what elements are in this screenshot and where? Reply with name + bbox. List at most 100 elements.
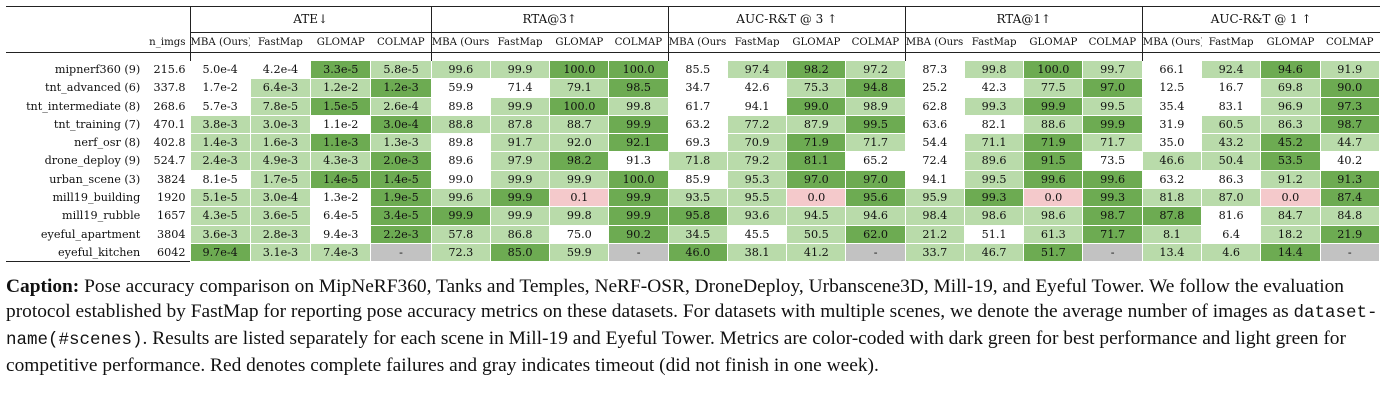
metric-cell: 97.0: [786, 169, 847, 190]
metric-cell: 98.7: [1319, 114, 1381, 135]
method-header: MBA (Ours): [904, 32, 965, 53]
metric-cell: 35.4: [1141, 96, 1203, 116]
caption: Caption: Pose accuracy comparison on Mip…: [6, 274, 1378, 378]
metric-cell: 57.8: [430, 224, 491, 244]
metric-cell: 91.3: [608, 151, 669, 171]
metric-cell: 87.0: [1201, 188, 1262, 208]
metric-cell: 51.1: [963, 224, 1025, 244]
caption-label: Caption:: [6, 276, 80, 297]
metric-cell: 89.6: [963, 151, 1025, 171]
metric-cell: 50.5: [786, 224, 847, 244]
metric-cell: 75.3: [786, 78, 847, 98]
metric-cell: 99.3: [963, 96, 1025, 116]
image-count: 470.1: [153, 117, 186, 131]
metric-cell: 70.9: [726, 133, 788, 153]
metric-cell: 98.6: [963, 206, 1025, 226]
metric-cell: 72.4: [904, 151, 965, 171]
metric-cell: 99.6: [1023, 169, 1084, 190]
metric-cell: 71.9: [786, 133, 847, 153]
metric-cell: 99.9: [608, 206, 669, 226]
metric-cell: 41.2: [786, 242, 847, 263]
metric-cell: 42.6: [726, 78, 788, 98]
metric-cell: 72.3: [430, 242, 491, 263]
metric-cell: 91.2: [1260, 169, 1321, 190]
image-count: 337.8: [153, 81, 186, 95]
metric-cell: 7.8e-5: [249, 96, 312, 116]
metric-cell: 91.9: [1319, 59, 1381, 80]
metric-cell: 51.7: [1023, 242, 1084, 263]
method-header: GLOMAP: [1029, 37, 1078, 48]
metric-cell: 7.4e-3: [310, 242, 372, 263]
metric-cell: 87.9: [786, 114, 847, 135]
metric-cell: 3.1e-3: [249, 242, 312, 263]
metric-cell: 3.0e-3: [249, 114, 312, 135]
metric-cell: 12.5: [1141, 78, 1203, 98]
metric-cell: 99.5: [963, 169, 1025, 190]
metric-cell: 94.8: [845, 78, 906, 98]
metric-cell: 87.3: [904, 59, 965, 80]
metric-cell: 91.7: [489, 133, 551, 153]
metric-cell: 95.9: [904, 188, 965, 208]
metric-cell: 44.7: [1319, 133, 1381, 153]
metric-cell: 46.7: [963, 242, 1025, 263]
metric-cell: 1.6e-3: [249, 133, 312, 153]
metric-cell: 89.6: [430, 151, 491, 171]
metric-cell: -: [845, 242, 906, 263]
method-header: MBA (Ours): [1141, 32, 1202, 53]
metric-cell: 99.5: [1082, 96, 1143, 116]
metric-cell: 71.7: [1082, 133, 1143, 153]
metric-cell: 6.4: [1201, 224, 1262, 244]
dataset-name: mill19_rubble: [62, 209, 141, 223]
metric-cell: 99.3: [1082, 188, 1143, 208]
metric-cell: 99.5: [845, 114, 906, 135]
table-row: nerf_osr (8) 402.8 1.4e-3 1.6e-3 1.1e-3 1.3e-…: [6, 133, 1381, 153]
metric-cell: 2.8e-3: [249, 224, 312, 244]
method-header: FastMap: [258, 37, 303, 48]
metric-cell: 89.8: [430, 133, 491, 153]
metric-cell: 81.1: [786, 151, 847, 171]
metric-cell: 100.0: [608, 169, 669, 190]
caption-code: dataset-name(#scenes): [6, 303, 1378, 350]
metric-cell: 82.1: [963, 114, 1025, 135]
metric-cell: 86.8: [489, 224, 551, 244]
metric-cell: 3.0e-4: [249, 188, 312, 208]
metric-cell: 53.5: [1260, 151, 1321, 171]
metric-cell: 94.1: [904, 169, 965, 190]
metric-cell: 38.1: [726, 242, 788, 263]
metric-cell: 77.2: [726, 114, 788, 135]
metric-cell: 69.8: [1260, 78, 1321, 98]
metric-cell: 62.0: [845, 224, 906, 244]
group-header: RTA@1↑: [904, 6, 1143, 33]
metric-cell: 1.2e-2: [310, 78, 372, 98]
caption-text-2: . Results are listed separately for each…: [6, 328, 1346, 376]
dataset-name: mill19_building: [52, 191, 141, 205]
table-row: drone_deploy (9) 524.7 2.4e-3 4.9e-3 4.3e-3 2…: [6, 151, 1381, 171]
metric-cell: 98.9: [845, 96, 906, 116]
metric-cell: 35.0: [1141, 133, 1203, 153]
metric-cell: 18.2: [1260, 224, 1321, 244]
metric-cell: 9.4e-3: [310, 224, 372, 244]
metric-cell: 21.2: [904, 224, 965, 244]
metric-cell: 99.7: [1082, 59, 1143, 80]
metric-cell: 3.6e-3: [189, 224, 251, 244]
metric-cell: 1.7e-5: [249, 169, 312, 190]
method-header: MBA (Ours): [667, 32, 728, 53]
metric-cell: 85.5: [667, 59, 728, 80]
metric-cell: 91.3: [1319, 169, 1381, 190]
metric-cell: 95.3: [726, 169, 788, 190]
metric-cell: 96.9: [1260, 96, 1321, 116]
method-header: FastMap: [734, 37, 780, 48]
metric-cell: 99.9: [1023, 96, 1084, 116]
metric-cell: 77.5: [1023, 78, 1084, 98]
metric-cell: 1.1e-3: [310, 133, 372, 153]
group-header: RTA@3↑: [430, 6, 669, 33]
metric-cell: -: [370, 242, 432, 263]
metric-cell: 69.3: [667, 133, 728, 153]
metric-cell: 88.7: [549, 114, 610, 135]
method-header: COLMAP: [1088, 37, 1137, 48]
metric-cell: 0.0: [786, 188, 847, 208]
metric-cell: 34.7: [667, 78, 728, 98]
metric-cell: 90.2: [608, 224, 669, 244]
metric-cell: 54.4: [904, 133, 965, 153]
method-header: GLOMAP: [316, 37, 365, 48]
